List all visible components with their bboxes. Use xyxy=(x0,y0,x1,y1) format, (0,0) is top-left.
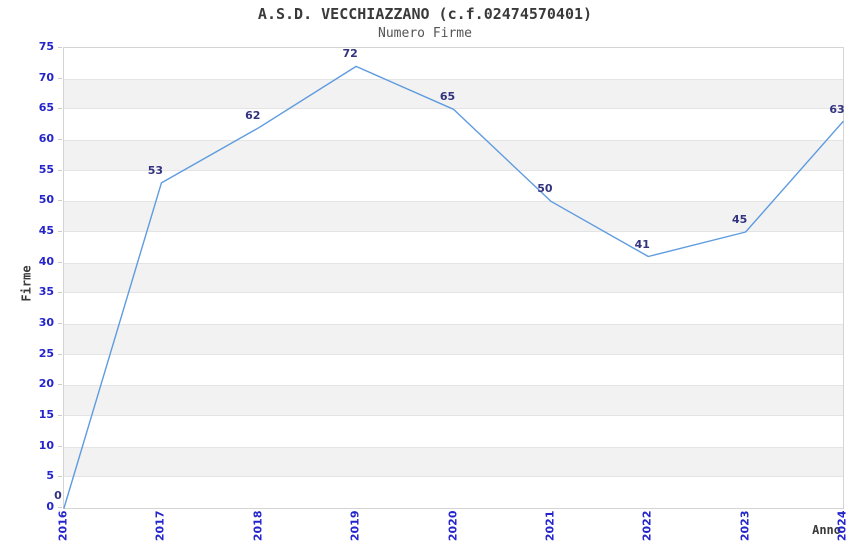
point-value-label: 0 xyxy=(54,489,62,502)
y-tick-label: 70 xyxy=(38,70,54,84)
y-tick-label: 30 xyxy=(38,316,54,329)
point-value-label: 72 xyxy=(342,47,358,61)
y-tick-mark xyxy=(58,353,62,355)
point-value-label: 50 xyxy=(537,182,553,196)
y-tick-label: 40 xyxy=(38,254,54,268)
x-axis-title: Anno xyxy=(812,523,841,537)
y-tick-mark xyxy=(58,445,62,447)
x-tick-label: 2022 xyxy=(640,510,654,542)
y-tick-mark xyxy=(58,47,62,48)
y-tick-mark xyxy=(58,231,62,232)
x-tick-label: 2017 xyxy=(153,510,167,542)
x-tick-label: 2018 xyxy=(251,510,265,542)
y-tick-label: 10 xyxy=(38,438,54,452)
chart-subtitle: Numero Firme xyxy=(378,26,472,41)
y-tick-mark xyxy=(58,108,62,110)
y-tick-label: 60 xyxy=(38,132,54,145)
point-value-label: 63 xyxy=(829,102,845,116)
y-tick-mark xyxy=(58,384,62,386)
series-line xyxy=(63,65,844,509)
y-tick-label: 55 xyxy=(38,162,54,176)
y-tick-mark xyxy=(58,139,62,140)
chart-title: A.S.D. VECCHIAZZANO (c.f.02474570401) xyxy=(257,5,593,23)
grid-band xyxy=(64,262,843,294)
y-tick-mark xyxy=(58,200,62,202)
y-tick-label: 5 xyxy=(46,469,54,483)
y-tick-mark xyxy=(58,169,62,171)
grid-band xyxy=(64,446,843,478)
point-value-label: 65 xyxy=(439,90,456,104)
x-tick-label: 2016 xyxy=(56,510,70,542)
y-tick-label: 20 xyxy=(38,377,54,391)
y-tick-label: 35 xyxy=(38,285,54,299)
point-value-label: 41 xyxy=(634,237,650,251)
y-tick-label: 50 xyxy=(38,193,54,207)
plot-area xyxy=(63,47,844,509)
y-tick-mark xyxy=(58,261,62,263)
y-tick-mark xyxy=(58,476,62,478)
grid-band xyxy=(64,324,843,355)
y-tick-mark xyxy=(58,323,62,324)
y-tick-label: 75 xyxy=(38,40,54,53)
y-tick-mark xyxy=(58,507,62,508)
y-tick-label: 65 xyxy=(38,101,54,115)
point-value-label: 45 xyxy=(731,213,748,226)
series-svg xyxy=(63,65,844,509)
x-tick-label: 2021 xyxy=(543,510,557,542)
y-tick-label: 15 xyxy=(38,408,54,421)
point-value-label: 62 xyxy=(245,108,261,122)
x-tick-label: 2023 xyxy=(738,510,752,542)
y-tick-mark xyxy=(58,77,62,79)
y-tick-mark xyxy=(58,292,62,294)
y-tick-mark xyxy=(58,415,62,416)
x-tick-label: 2019 xyxy=(348,510,362,542)
x-tick-label: 2024 xyxy=(835,510,849,542)
grid-band xyxy=(64,140,843,171)
y-tick-label: 0 xyxy=(46,500,54,513)
point-value-label: 53 xyxy=(147,163,164,177)
y-tick-label: 25 xyxy=(38,346,54,360)
x-tick-label: 2020 xyxy=(446,510,459,542)
y-tick-label: 45 xyxy=(38,224,54,237)
grid-band xyxy=(64,385,843,416)
grid-band xyxy=(64,201,843,232)
